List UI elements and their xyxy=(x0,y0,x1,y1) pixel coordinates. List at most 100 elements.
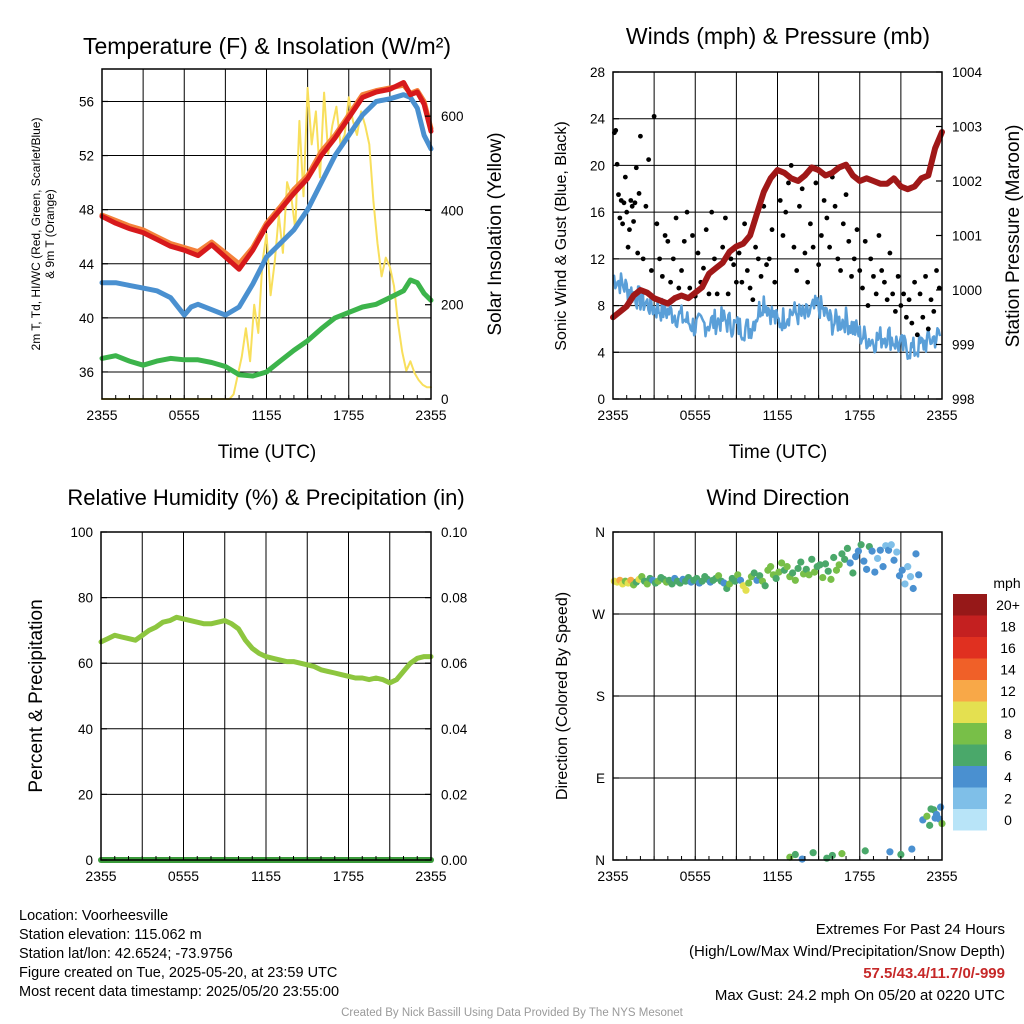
temp-x-tick-label: 1155 xyxy=(251,407,281,423)
direction-point xyxy=(720,579,728,587)
wind-y-left-tick-label: 0 xyxy=(597,392,605,407)
wind-x-tick-label: 1755 xyxy=(844,407,875,423)
colorbar-label: 16 xyxy=(1000,640,1016,656)
dir-x-tick-label: 0555 xyxy=(680,868,711,884)
direction-point xyxy=(876,546,884,554)
wind-ylabel-right: Station Pressure (Maroon) xyxy=(1003,125,1024,348)
wind-gust-point xyxy=(802,250,808,256)
wind-gust-point xyxy=(794,268,800,273)
direction-point xyxy=(873,554,882,563)
wind-gust-point xyxy=(640,256,646,262)
direction-point xyxy=(819,573,827,582)
wind-gust-point xyxy=(906,297,912,303)
direction-point xyxy=(860,557,868,565)
wind-gust-point xyxy=(865,303,871,308)
wind-gust-point xyxy=(769,227,775,233)
direction-point xyxy=(893,548,901,556)
direction-point xyxy=(843,544,852,553)
wind-y-right-tick-label: 999 xyxy=(952,338,975,353)
wind-gust-point xyxy=(747,285,753,291)
direction-point xyxy=(794,564,802,573)
wind-gust-point xyxy=(857,268,863,273)
temp-x-tick-label: 0555 xyxy=(169,407,200,423)
direction-point xyxy=(816,561,824,569)
wind-gust-point xyxy=(873,291,879,297)
rh-y-left-tick-label: 60 xyxy=(78,656,93,671)
wind-gust-point xyxy=(758,273,764,279)
wind-gust-point xyxy=(739,279,745,285)
wind-grid xyxy=(612,71,943,400)
rh-y-right-tick-label: 0.06 xyxy=(441,656,467,671)
wind-gust-point xyxy=(755,256,761,262)
temp-series-group xyxy=(99,80,434,400)
wind-gust-point xyxy=(750,297,756,303)
dir-series-group xyxy=(610,541,946,863)
wind-gust-point xyxy=(687,285,693,291)
direction-point xyxy=(830,553,838,562)
rh-y-left-tick-label: 80 xyxy=(78,591,93,606)
wind-gust-point xyxy=(616,192,621,198)
wind-gust-point xyxy=(934,268,939,273)
temp-y-left-tick-label: 56 xyxy=(79,94,94,109)
location-text: Location: Voorheesville xyxy=(19,908,169,924)
wind-gust-point xyxy=(791,244,797,250)
wind-gust-point xyxy=(701,265,706,271)
wind-gust-point xyxy=(862,238,868,244)
wind-gust-point xyxy=(936,285,942,291)
wind-gust-point xyxy=(714,291,720,297)
direction-point xyxy=(802,565,810,573)
wind-x-tick-label: 2355 xyxy=(597,407,628,423)
speed-colorbar: 0 2 4 6 8 10 12 14 16 18 20+ xyxy=(953,594,1020,831)
wind-gust-point xyxy=(835,256,841,262)
wind-series-sonic-line xyxy=(612,272,942,361)
wind-gust-point xyxy=(892,309,898,314)
direction-point xyxy=(931,814,939,822)
wind-y-right-tick-label: 1003 xyxy=(952,120,982,135)
direction-point xyxy=(791,576,799,584)
wind-gust-point xyxy=(651,113,657,119)
max-gust-text: Max Gust: 24.2 mph On 05/20 at 0220 UTC xyxy=(714,987,1005,1004)
temp-panel: Temperature (F) & Insolation (W/m²) 2355… xyxy=(29,33,506,463)
temp-xlabel: Time (UTC) xyxy=(218,442,317,463)
direction-point xyxy=(841,555,849,563)
wind-title: Winds (mph) & Pressure (mb) xyxy=(626,23,930,49)
rh-y-left-tick-label: 100 xyxy=(70,525,93,540)
wind-gust-point xyxy=(868,256,874,262)
wind-gust-point xyxy=(884,297,890,303)
wind-gust-point xyxy=(797,203,802,209)
dir-x-tick-label: 2355 xyxy=(926,868,957,884)
wind-gust-point xyxy=(665,238,671,244)
wind-gust-point xyxy=(813,180,819,186)
direction-point xyxy=(827,575,835,583)
colorbar-label: 6 xyxy=(1004,747,1012,763)
rh-x-tick-label: 1755 xyxy=(333,868,364,884)
dir-y-left-tick-label: E xyxy=(596,771,605,786)
wind-gust-point xyxy=(627,227,632,233)
wind-gust-point xyxy=(898,303,904,308)
direction-point xyxy=(887,541,895,549)
dir-x-tick-label: 1155 xyxy=(762,868,792,884)
station-info: Location: Voorheesville Station elevatio… xyxy=(19,907,339,1002)
wind-gust-point xyxy=(818,233,824,238)
direction-point xyxy=(643,580,651,588)
wind-gust-point xyxy=(654,221,660,227)
wind-series-pressure-line xyxy=(610,129,945,321)
colorbar-swatch xyxy=(953,809,987,831)
wind-gust-point xyxy=(805,279,811,285)
wind-gust-point xyxy=(846,238,852,244)
temp-x-tick-label: 2355 xyxy=(86,407,117,423)
colorbar-label: 2 xyxy=(1004,790,1012,806)
temp-y-left-tick-label: 48 xyxy=(79,203,94,218)
wind-gust-point xyxy=(821,198,827,203)
wind-gust-point xyxy=(695,250,701,256)
rh-y-right-tick-label: 0.02 xyxy=(441,787,467,802)
rh-x-tick-label: 1155 xyxy=(251,868,281,884)
direction-point xyxy=(909,584,917,593)
wind-gust-point xyxy=(684,209,690,215)
temp-axes: 2355 0555 1155 1755 2355 36 40 44 48 52 56 0 200 400 6… xyxy=(79,94,464,423)
wind-ylabel-left: Sonic Wind & Gust (Blue, Black) xyxy=(553,121,570,350)
wind-y-left-tick-label: 20 xyxy=(590,158,605,173)
direction-point xyxy=(668,580,676,588)
